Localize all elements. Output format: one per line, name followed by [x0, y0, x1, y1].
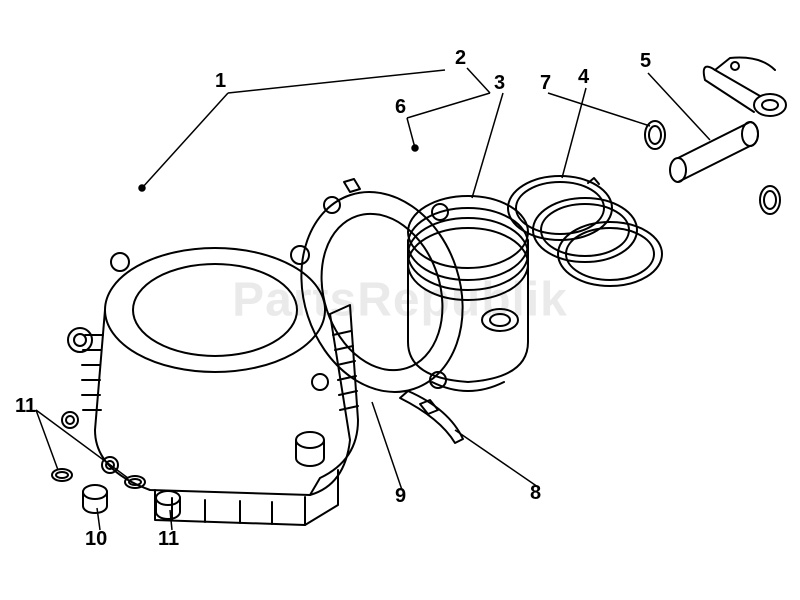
part-piston-rings	[508, 176, 662, 286]
callout-6: 6	[395, 96, 406, 119]
callout-2: 2	[455, 47, 466, 70]
callout-11: 11	[15, 395, 36, 418]
part-head-gasket	[276, 171, 487, 443]
exploded-diagram: PartsRepublik	[0, 0, 800, 600]
callout-5: 5	[640, 50, 651, 73]
part-connecting-rod	[704, 58, 786, 117]
callout-10: 10	[85, 528, 107, 551]
callout-9: 9	[395, 485, 406, 508]
drawing-svg	[0, 0, 800, 600]
part-piston	[408, 196, 528, 391]
leader-lines	[36, 68, 710, 530]
callout-7: 7	[540, 72, 551, 95]
callout-4: 4	[578, 66, 589, 89]
part-wrist-pin	[645, 121, 780, 214]
callout-8: 8	[530, 482, 541, 505]
callout-3: 3	[494, 72, 505, 95]
part-dowels	[52, 469, 180, 519]
callout-1: 1	[215, 70, 226, 93]
callout-11b: 11	[158, 528, 179, 551]
